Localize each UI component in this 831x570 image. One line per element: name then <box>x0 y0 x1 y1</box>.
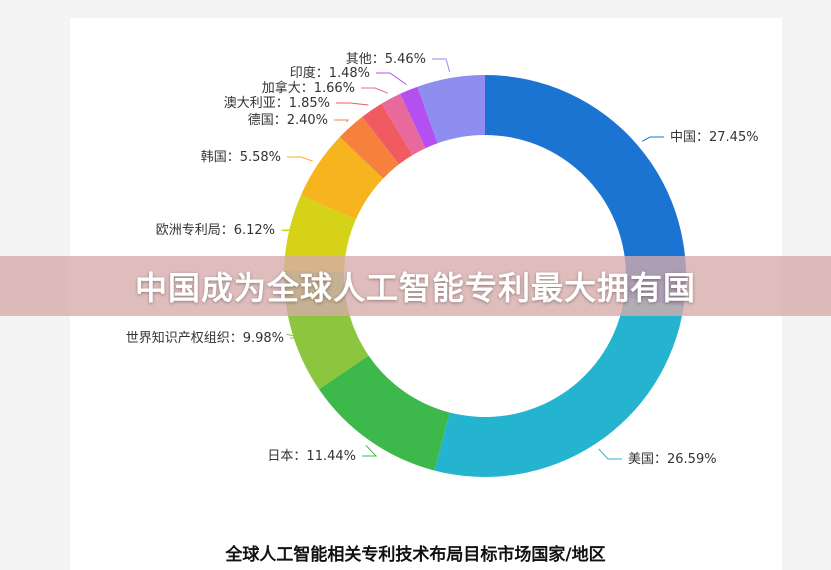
slice-label-3: 世界知识产权组织：9.98% <box>126 330 284 346</box>
leader-line-6 <box>334 119 349 123</box>
slice-label-9: 印度：1.48% <box>290 65 370 81</box>
slice-4 <box>284 195 356 272</box>
leader-line-10 <box>432 58 451 73</box>
leader-line-3 <box>286 333 305 339</box>
slice-label-10: 其他：5.46% <box>346 52 426 67</box>
slice-9 <box>400 86 438 149</box>
slice-10 <box>417 75 485 144</box>
slice-label-4: 欧洲专利局：6.12% <box>156 223 275 238</box>
leader-line-1 <box>598 448 622 460</box>
slice-2 <box>318 355 450 471</box>
donut-slices <box>284 75 686 477</box>
leader-line-9 <box>376 72 407 85</box>
slice-1 <box>434 297 684 477</box>
leader-line-8 <box>361 87 389 94</box>
slice-label-5: 韩国：5.58% <box>201 150 281 165</box>
leader-line-4 <box>281 229 296 232</box>
slice-label-8: 加拿大：1.66% <box>262 80 355 96</box>
leader-line-2 <box>362 444 378 457</box>
slice-label-1: 美国：26.59% <box>628 452 717 467</box>
leader-line-5 <box>287 156 313 162</box>
slice-label-0: 中国：27.45% <box>670 130 759 145</box>
slice-5 <box>300 137 384 220</box>
slice-label-2: 日本：11.44% <box>267 449 356 464</box>
banner-title: 中国成为全球人工智能专利最大拥有国 <box>134 269 696 307</box>
slice-label-7: 澳大利亚：1.85% <box>224 95 330 111</box>
slice-7 <box>362 103 413 165</box>
leader-line-0 <box>641 136 664 142</box>
slice-8 <box>381 93 426 156</box>
slice-labels: 中国：27.45% 美国：26.59% 日本：11.44% 世界知识产权组织：9.98… <box>126 52 759 467</box>
slice-label-6: 德国：2.40% <box>248 113 328 128</box>
slice-6 <box>339 116 399 179</box>
slice-0 <box>485 75 686 307</box>
chart-caption: 全球人工智能相关专利技术布局目标市场国家/地区 <box>225 545 606 565</box>
title-banner: 中国成为全球人工智能专利最大拥有国 <box>0 256 831 316</box>
leader-line-7 <box>336 102 369 106</box>
